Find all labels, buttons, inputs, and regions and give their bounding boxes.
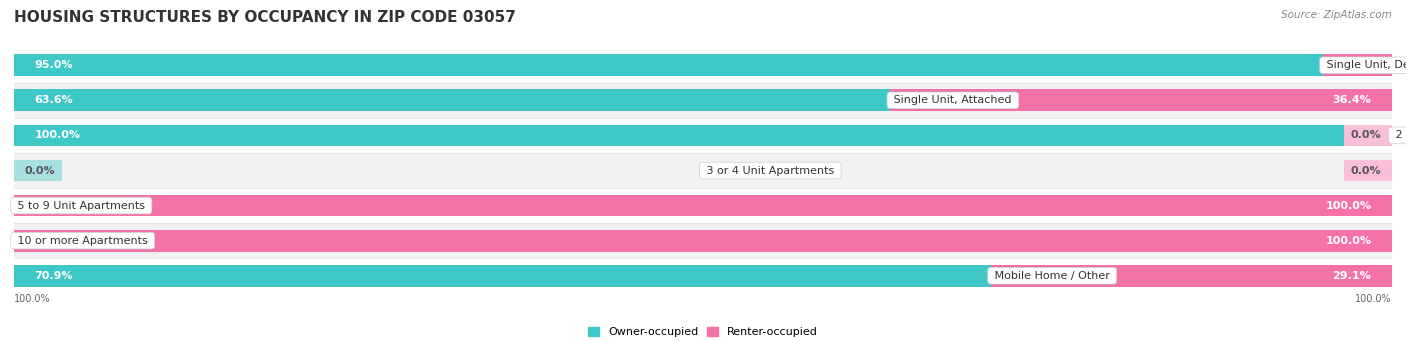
Text: 0.0%: 0.0% bbox=[25, 201, 55, 211]
Bar bbox=[14, 124, 1392, 146]
Text: 100.0%: 100.0% bbox=[1326, 236, 1371, 246]
Text: 10 or more Apartments: 10 or more Apartments bbox=[14, 236, 152, 246]
Bar bbox=[14, 83, 1392, 118]
Bar bbox=[14, 188, 1392, 223]
Text: 5 to 9 Unit Apartments: 5 to 9 Unit Apartments bbox=[14, 201, 149, 211]
Bar bbox=[890, 89, 1392, 111]
Text: Single Unit, Detached: Single Unit, Detached bbox=[1323, 60, 1406, 70]
Bar bbox=[14, 223, 1392, 258]
Text: 95.0%: 95.0% bbox=[35, 60, 73, 70]
Bar bbox=[14, 195, 62, 217]
Text: 100.0%: 100.0% bbox=[14, 294, 51, 304]
Text: Mobile Home / Other: Mobile Home / Other bbox=[991, 271, 1114, 281]
Text: 0.0%: 0.0% bbox=[1351, 130, 1381, 140]
Bar bbox=[14, 265, 991, 286]
Bar bbox=[14, 48, 1392, 83]
Text: 100.0%: 100.0% bbox=[1326, 201, 1371, 211]
Bar bbox=[14, 153, 1392, 188]
Text: Single Unit, Attached: Single Unit, Attached bbox=[890, 95, 1015, 105]
Legend: Owner-occupied, Renter-occupied: Owner-occupied, Renter-occupied bbox=[583, 323, 823, 341]
Text: 70.9%: 70.9% bbox=[35, 271, 73, 281]
Bar bbox=[14, 160, 62, 181]
Bar bbox=[1344, 160, 1392, 181]
Bar bbox=[14, 230, 62, 252]
Text: 5.0%: 5.0% bbox=[1341, 60, 1371, 70]
Text: 100.0%: 100.0% bbox=[35, 130, 80, 140]
Bar bbox=[14, 258, 1392, 293]
Text: 0.0%: 0.0% bbox=[25, 165, 55, 176]
Text: 0.0%: 0.0% bbox=[25, 236, 55, 246]
Text: 36.4%: 36.4% bbox=[1333, 95, 1371, 105]
Text: Source: ZipAtlas.com: Source: ZipAtlas.com bbox=[1281, 10, 1392, 20]
Bar bbox=[1323, 55, 1392, 76]
Text: 3 or 4 Unit Apartments: 3 or 4 Unit Apartments bbox=[703, 165, 838, 176]
Bar bbox=[1344, 124, 1392, 146]
Bar bbox=[14, 55, 1323, 76]
Text: 63.6%: 63.6% bbox=[35, 95, 73, 105]
Bar bbox=[991, 265, 1392, 286]
Bar bbox=[14, 118, 1392, 153]
Text: HOUSING STRUCTURES BY OCCUPANCY IN ZIP CODE 03057: HOUSING STRUCTURES BY OCCUPANCY IN ZIP C… bbox=[14, 10, 516, 25]
Bar bbox=[14, 195, 1392, 217]
Bar bbox=[14, 89, 890, 111]
Text: 0.0%: 0.0% bbox=[1351, 165, 1381, 176]
Text: 100.0%: 100.0% bbox=[1355, 294, 1392, 304]
Text: 2 Unit Apartments: 2 Unit Apartments bbox=[1392, 130, 1406, 140]
Bar bbox=[14, 230, 1392, 252]
Text: 29.1%: 29.1% bbox=[1333, 271, 1371, 281]
